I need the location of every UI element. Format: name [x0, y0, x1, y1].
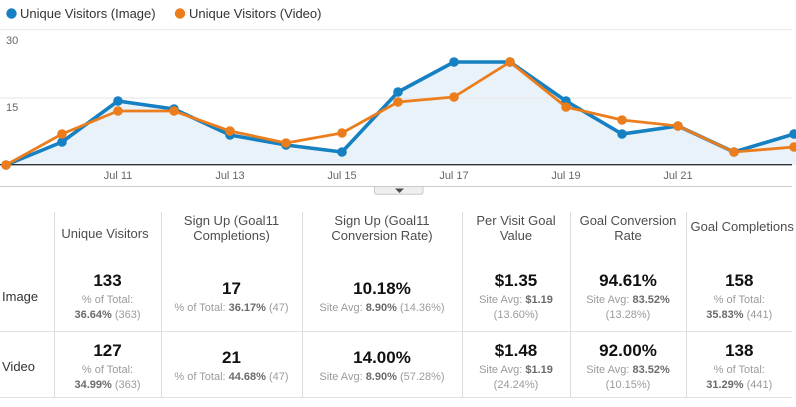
- svg-text:Jul 17: Jul 17: [439, 170, 468, 182]
- svg-text:30: 30: [6, 35, 18, 47]
- svg-text:Jul 21: Jul 21: [663, 170, 692, 182]
- svg-text:Unique Visitors (Video): Unique Visitors (Video): [189, 6, 321, 21]
- svg-text:Jul 15: Jul 15: [327, 170, 356, 182]
- svg-text:Unique Visitors (Image): Unique Visitors (Image): [20, 6, 156, 21]
- svg-text:15: 15: [6, 102, 18, 114]
- svg-text:Jul 13: Jul 13: [215, 170, 244, 182]
- svg-text:Jul 11: Jul 11: [104, 170, 133, 182]
- svg-text:Jul 19: Jul 19: [551, 170, 580, 182]
